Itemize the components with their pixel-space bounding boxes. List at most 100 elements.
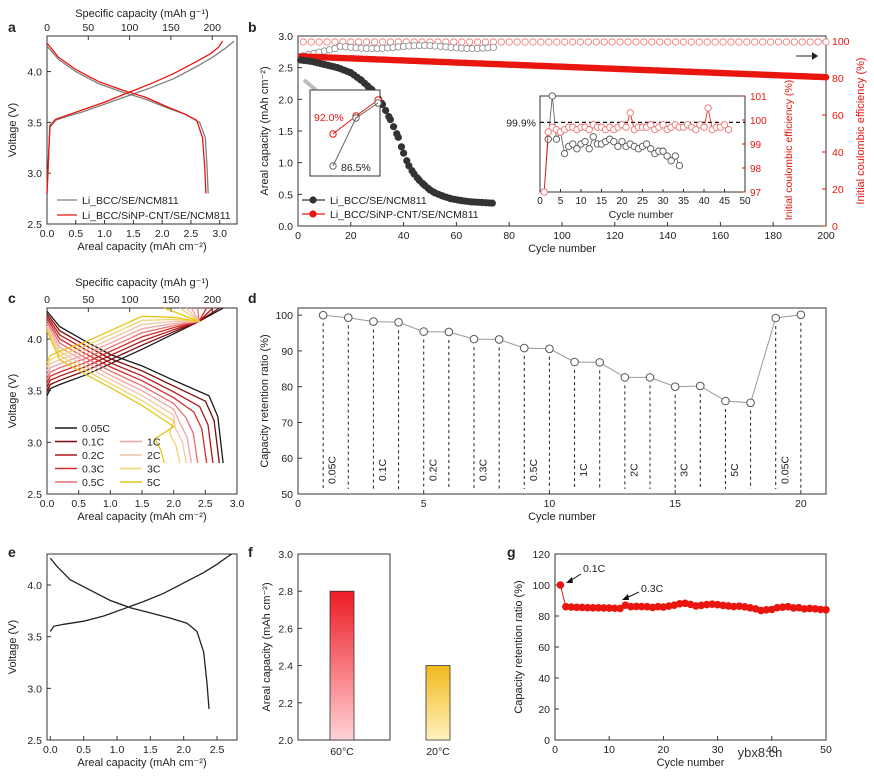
b-inset-se-point bbox=[667, 157, 675, 165]
b-ce-point bbox=[363, 38, 371, 46]
b-inset-y-tick-label: 98 bbox=[750, 164, 762, 175]
g-annotation: 0.3C bbox=[641, 583, 664, 595]
b-inset-se-point bbox=[581, 137, 589, 146]
b-capacity-point bbox=[386, 116, 394, 124]
b-inset-x-tick-label: 30 bbox=[657, 196, 669, 207]
d-rate-label: 0.2C bbox=[427, 458, 439, 481]
g-y-tick-label: 60 bbox=[538, 642, 550, 654]
g-retention-point bbox=[800, 605, 809, 613]
b-inset-sinp-point bbox=[647, 121, 655, 129]
g-retention-point bbox=[567, 603, 576, 611]
b-ce-point bbox=[521, 38, 529, 46]
b-ce-point bbox=[378, 38, 387, 46]
b-ce-point bbox=[616, 38, 624, 46]
b-ce-point bbox=[489, 43, 497, 51]
b-inset-sinp-point bbox=[720, 121, 729, 129]
b-ce-point bbox=[529, 38, 537, 46]
b-ce-point bbox=[576, 38, 585, 46]
b-ce-point bbox=[695, 38, 703, 46]
d-rate-label: 0.05C bbox=[327, 456, 339, 484]
a-x-tick-label: 1.0 bbox=[97, 228, 112, 240]
c-charge-line bbox=[46, 307, 214, 388]
g-retention-point bbox=[805, 604, 814, 613]
b-inset-se-point bbox=[610, 137, 618, 146]
b-ce-point bbox=[663, 38, 672, 46]
e-y-tick-label: 3.0 bbox=[27, 683, 42, 695]
b-ce-point bbox=[759, 38, 767, 46]
b-ce-point bbox=[735, 38, 743, 46]
a-x-tick-label: 3.0 bbox=[212, 228, 227, 240]
d-x-axis-label: Cycle number bbox=[528, 511, 596, 523]
b-inset-se-point bbox=[647, 145, 655, 153]
b-ce-point bbox=[473, 38, 482, 46]
d-retention-point bbox=[721, 396, 730, 406]
c-discharge-line bbox=[46, 310, 224, 464]
d-retention-point bbox=[545, 344, 554, 354]
f-category-label: 60°C bbox=[330, 746, 354, 758]
b-inset-y-tick-label: 99 bbox=[750, 140, 762, 151]
d-rate-label: 0.05C bbox=[779, 456, 791, 484]
b-x-tick-label: 120 bbox=[606, 230, 624, 242]
c-legend-entry: 1C bbox=[147, 437, 161, 449]
g-plot-frame bbox=[554, 553, 827, 741]
c-x-tick-label: 3.0 bbox=[230, 498, 245, 510]
b-ce-point bbox=[537, 38, 545, 46]
b-ce-point bbox=[798, 38, 806, 46]
g-x-tick-label: 40 bbox=[766, 744, 778, 756]
b-y2-tick-label: 20 bbox=[832, 184, 844, 196]
g-retention-point bbox=[702, 600, 711, 609]
b-ce-point bbox=[703, 38, 711, 46]
b-inset-se-point bbox=[618, 137, 626, 146]
e-y-tick-label: 4.0 bbox=[27, 580, 42, 592]
b-capacity-point bbox=[389, 123, 398, 131]
b-inset-x-tick-label: 10 bbox=[575, 196, 587, 207]
e-x-tick-label: 0.5 bbox=[76, 744, 91, 756]
c-top-tick-label: 0 bbox=[44, 294, 50, 306]
b-ce-point bbox=[648, 38, 656, 46]
f-y-tick-label: 2.4 bbox=[278, 661, 293, 673]
b-ce-point bbox=[727, 38, 735, 46]
b-inset-se-point bbox=[659, 147, 667, 155]
c-top-tick-label: 50 bbox=[82, 294, 94, 306]
b-y-axis-label: Areal capacity (mAh cm⁻²) bbox=[259, 66, 271, 195]
b-capacity-point bbox=[382, 106, 390, 115]
b-inset-sinp-point bbox=[724, 125, 733, 134]
d-rate-label: 3C bbox=[679, 463, 691, 477]
b-inset-sinp-point bbox=[659, 121, 667, 129]
c-legend-entry: 0.2C bbox=[82, 450, 105, 462]
c-legend-entry: 0.5C bbox=[82, 477, 105, 489]
a-series-line bbox=[46, 45, 209, 194]
b-legend-entry: Li_BCC/SiNP-CNT/SE/NCM811 bbox=[330, 209, 479, 221]
b-y2-tick-label: 40 bbox=[832, 147, 844, 159]
c-charge-line bbox=[46, 307, 200, 380]
g-y-axis-label: Capacity retention ratio (%) bbox=[513, 580, 525, 713]
b-ce-point bbox=[513, 38, 521, 46]
b-inset-sinp-point bbox=[704, 104, 712, 112]
b-inset-x-tick-label: 0 bbox=[537, 196, 543, 207]
d-y-tick-label: 100 bbox=[275, 310, 293, 322]
b-ce-point bbox=[561, 38, 569, 46]
g-retention-point bbox=[789, 604, 798, 612]
d-y-tick-label: 90 bbox=[281, 346, 293, 358]
g-panel-label: g bbox=[507, 544, 516, 560]
d-retention-point bbox=[620, 373, 630, 382]
f-y-tick-label: 3.0 bbox=[278, 549, 293, 561]
e-x-tick-label: 2.0 bbox=[176, 744, 191, 756]
g-x-tick-label: 0 bbox=[552, 744, 558, 756]
g-retention-point bbox=[562, 602, 570, 611]
c-discharge-line bbox=[46, 330, 175, 464]
g-retention-point bbox=[627, 602, 635, 611]
b-inset-x-tick-label: 5 bbox=[558, 196, 564, 207]
g-retention-point bbox=[762, 606, 771, 614]
d-retention-point bbox=[419, 327, 429, 336]
b-ce-point bbox=[584, 38, 593, 46]
b-capacity-point bbox=[488, 199, 496, 207]
d-retention-point bbox=[444, 327, 454, 337]
b-ce-point bbox=[497, 38, 505, 46]
e-plot-frame bbox=[46, 553, 238, 741]
b-inset-se-point bbox=[675, 161, 684, 170]
b-y2-tick-label: 0 bbox=[832, 221, 838, 233]
c-charge-line bbox=[46, 307, 200, 364]
c-legend-entry: 0.1C bbox=[82, 437, 105, 449]
